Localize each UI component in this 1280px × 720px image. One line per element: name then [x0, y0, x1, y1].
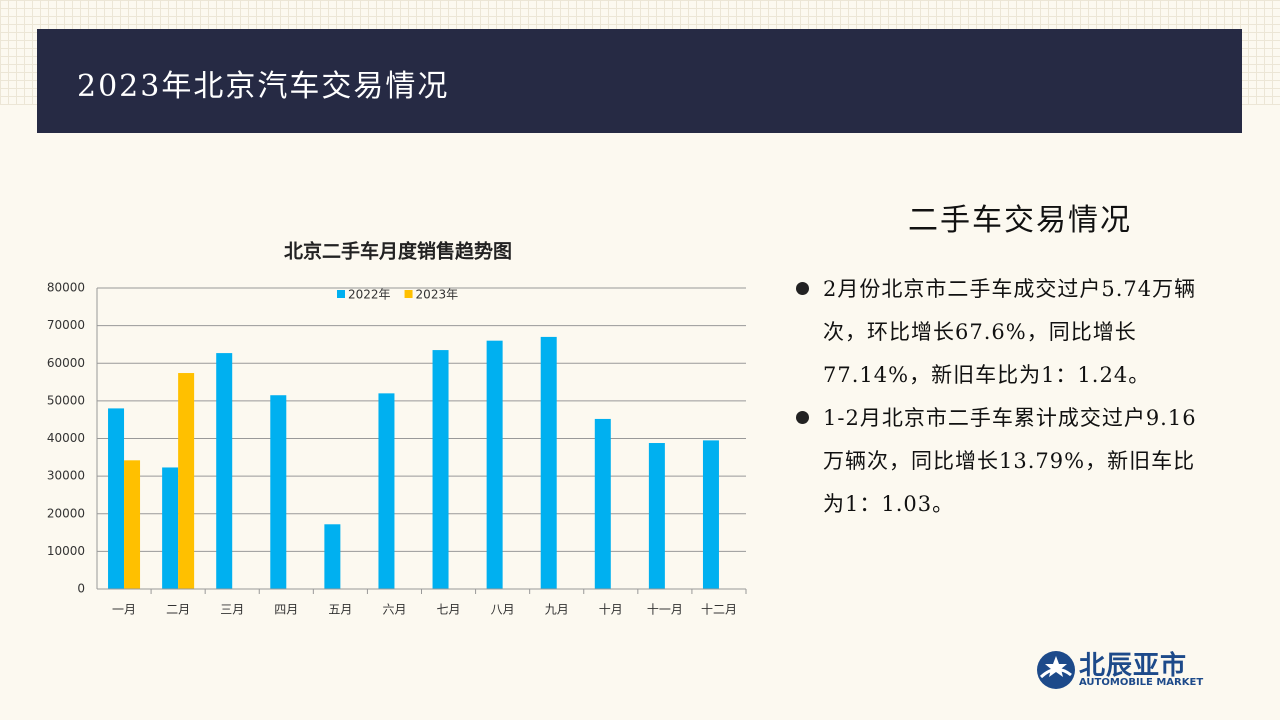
- y-tick-label: 40000: [47, 431, 85, 445]
- legend-label: 2023年: [416, 288, 459, 302]
- bullet-text: 2月份北京市二手车成交过户5.74万辆次，环比增长67.6%，同比增长77.14…: [823, 277, 1197, 387]
- x-tick-label: 六月: [382, 603, 406, 617]
- bar: [324, 524, 341, 589]
- y-tick-label: 70000: [47, 318, 85, 332]
- bar: [432, 350, 449, 589]
- x-tick-label: 九月: [545, 603, 569, 617]
- y-tick-label: 50000: [47, 393, 85, 407]
- x-tick-label: 四月: [274, 603, 298, 617]
- bar: [702, 440, 719, 589]
- panel-title: 二手车交易情况: [908, 203, 1132, 238]
- x-tick-label: 二月: [166, 603, 190, 617]
- header-title: 2023年北京汽车交易情况: [77, 69, 450, 104]
- x-tick-label: 十一月: [647, 603, 683, 617]
- bar: [378, 393, 395, 589]
- legend-swatch: [404, 290, 413, 298]
- logo-subtitle: AUTOMOBILE MARKET: [1079, 677, 1204, 688]
- y-tick-label: 80000: [47, 281, 85, 295]
- y-tick-label: 60000: [47, 356, 85, 370]
- bullet-dot: [796, 411, 809, 424]
- bullet-text: 1-2月北京市二手车累计成交过户9.16万辆次，同比增长13.79%，新旧车比为…: [823, 406, 1197, 516]
- bar: [594, 418, 611, 589]
- x-tick-label: 八月: [491, 603, 515, 617]
- bar: [124, 460, 141, 589]
- chart-title: 北京二手车月度销售趋势图: [284, 240, 512, 263]
- bar: [486, 340, 503, 589]
- logo: 北辰亚市 AUTOMOBILE MARKET: [1035, 647, 1215, 692]
- x-tick-label: 五月: [328, 603, 352, 617]
- bar: [270, 395, 287, 589]
- legend-label: 2022年: [348, 288, 391, 302]
- x-tick-label: 一月: [112, 603, 136, 617]
- logo-name: 北辰亚市: [1079, 651, 1188, 681]
- bar: [540, 336, 557, 589]
- chart: 北京二手车月度销售趋势图 0 10000 20000 30000 40000 50000 6…: [47, 240, 747, 617]
- y-tick-label: 0: [77, 582, 85, 596]
- logo-icon: [1037, 651, 1075, 689]
- legend-swatch: [337, 290, 345, 298]
- header-bar: 2023年北京汽车交易情况: [37, 29, 1242, 133]
- bar: [162, 467, 179, 589]
- y-tick-label: 10000: [47, 544, 85, 558]
- bullet-dot: [796, 282, 809, 295]
- bar: [178, 373, 195, 589]
- x-tick-label: 七月: [437, 603, 461, 617]
- x-tick-label: 十月: [599, 603, 623, 617]
- y-tick-label: 20000: [47, 506, 85, 520]
- bar: [216, 353, 233, 589]
- x-tick-label: 三月: [220, 603, 244, 617]
- bar: [648, 443, 665, 589]
- x-tick-label: 十二月: [701, 603, 737, 617]
- y-tick-label: 30000: [47, 469, 85, 483]
- bar: [108, 408, 125, 589]
